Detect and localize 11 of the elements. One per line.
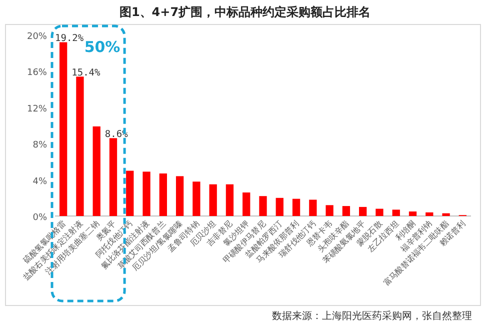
y-tick-label: 16% xyxy=(26,68,48,78)
data-label: 15.4% xyxy=(72,68,101,79)
source-note: 数据来源：上海阳光医药采购网，张自然整理 xyxy=(272,310,472,322)
y-tick-label: 0% xyxy=(32,213,48,223)
y-tick-label: 4% xyxy=(32,176,48,187)
data-label: 19.2% xyxy=(55,33,84,44)
annotation: 50% xyxy=(84,38,120,56)
y-tick-label: 12% xyxy=(26,104,48,114)
y-tick-label: 8% xyxy=(32,140,48,151)
y-tick-label: 20% xyxy=(26,32,48,42)
chart-title: 图1、4+7扩围，中标品种约定采购额占比排名 xyxy=(119,5,371,19)
